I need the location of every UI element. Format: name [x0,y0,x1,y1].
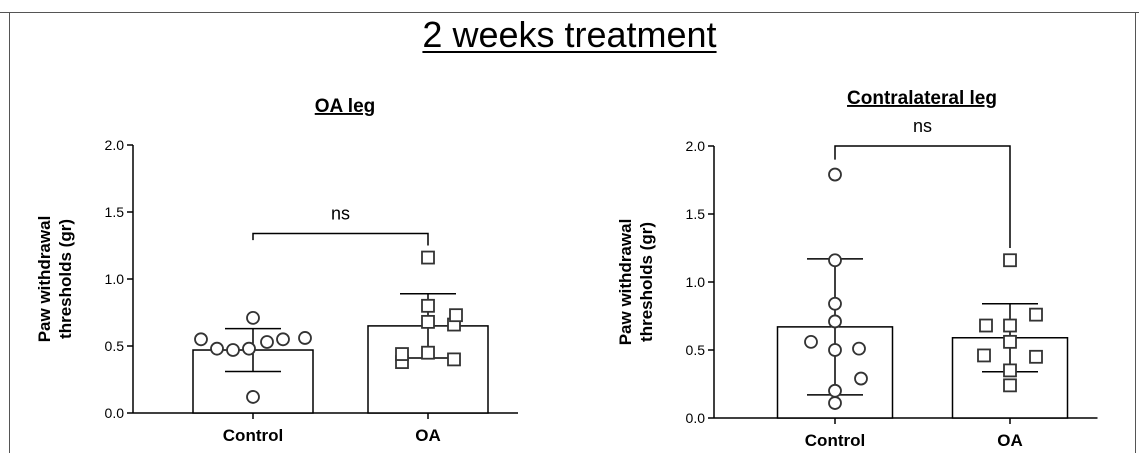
page-title: 2 weeks treatment [422,14,717,55]
data-point [828,314,842,329]
data-point [395,347,409,361]
y-axis-label-line-1: Paw withdrawal [616,219,635,346]
data-point [828,167,842,182]
x-tick-label: Control [223,426,283,445]
data-point [1003,318,1017,333]
data-point [421,298,435,313]
data-point [804,334,818,349]
x-tick-label: OA [415,426,441,445]
frame-left-border [9,12,10,453]
y-axis-label: Paw withdrawal thresholds (gr) [35,216,75,343]
data-point [449,308,463,323]
data-point [977,348,991,363]
significance-label: ns [913,116,932,136]
data-point [246,310,260,325]
y-tick-label: 1.5 [105,204,125,220]
data-point [421,314,435,329]
data-point [1029,349,1043,364]
frame-right-border [1135,12,1136,453]
data-point [447,352,461,367]
y-tick-label: 1.0 [686,274,706,290]
chart-1: OA leg Paw withdrawal thresholds (gr) 0.0 0.… [35,96,518,445]
bar-oa [367,325,489,414]
y-tick-label: 2.0 [105,137,125,153]
data-point [226,343,240,357]
significance-label: ns [331,203,350,223]
data-point [246,390,260,404]
data-point [828,396,842,410]
data-point [210,341,224,356]
data-point [1029,307,1043,322]
data-point [421,345,435,360]
y-tick-label: 1.0 [105,271,125,287]
chart-2: Contralateral leg Paw withdrawal threshold… [616,88,1098,450]
y-tick-label: 0.0 [686,410,706,426]
data-point [298,331,312,345]
data-point [421,250,435,265]
data-point [854,371,868,386]
y-axis-label-line-2: thresholds (gr) [56,219,75,339]
chart-title: OA leg [315,96,376,117]
significance-bracket [252,232,429,246]
data-point [828,383,842,398]
data-point [828,253,842,268]
data-point [828,296,842,311]
y-tick-label: 0.5 [686,342,706,358]
significance-bracket [834,145,1011,248]
data-point [1003,334,1017,349]
data-point [1003,253,1017,268]
data-point [194,332,208,347]
data-point [852,341,866,356]
y-axis-label-line-1: Paw withdrawal [35,216,54,343]
data-point [276,332,290,347]
data-point [979,318,993,333]
data-point [1003,378,1017,393]
y-axis-label-line-2: thresholds (gr) [637,222,656,342]
y-tick-label: 0.0 [105,405,125,421]
data-point [260,335,274,349]
data-point [828,343,842,357]
y-axis-label: Paw withdrawal thresholds (gr) [616,219,656,346]
chart-title: Contralateral leg [847,88,997,109]
x-tick-label: OA [997,431,1023,450]
y-tick-label: 1.5 [686,206,706,222]
y-tick-label: 2.0 [686,138,706,154]
data-point [1003,363,1017,378]
x-tick-label: Control [805,431,865,450]
data-point [242,341,256,356]
frame-top-border [0,0,1139,13]
y-tick-label: 0.5 [105,338,125,354]
